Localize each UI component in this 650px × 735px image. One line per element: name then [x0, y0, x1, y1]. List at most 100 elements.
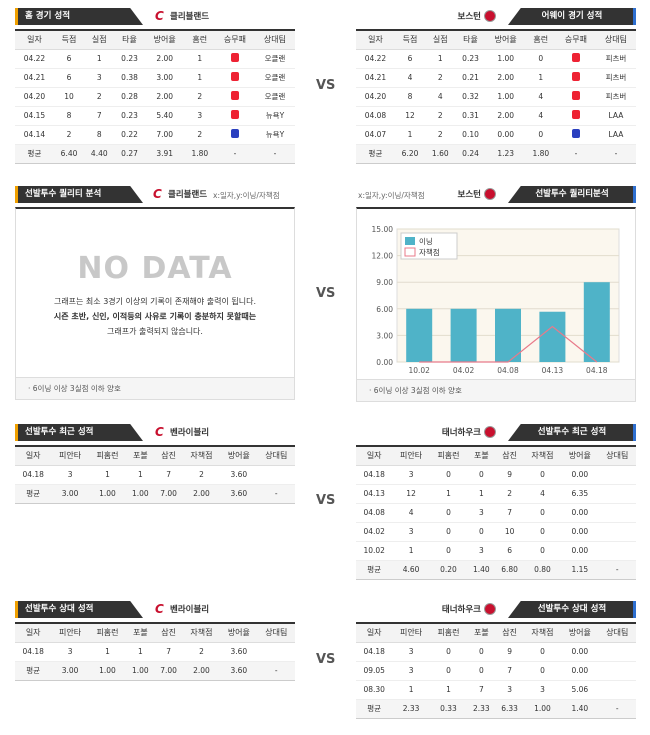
table-row: 04.18 3 0 0 9 0 0.00: [356, 465, 636, 485]
vs-left-table: 일자 피안타 피홈런 포볼 삼진 자책점 방어율 상대팀 04.18 3 1 1 7 2 3.60 평균 3.0…: [15, 622, 295, 681]
win-icon: [571, 110, 580, 119]
table-cell: 1: [429, 484, 468, 504]
table-cell: 2.00: [144, 87, 185, 107]
table-cell: 7.00: [154, 661, 183, 681]
column-header: 피안타: [51, 446, 89, 466]
pitcher-name: 태너하우크: [441, 605, 481, 615]
table-cell: 7: [495, 503, 524, 523]
cleveland-logo-icon: C: [155, 602, 164, 616]
pitcher-right-table: 일자 피안타 피홈런 포볼 삼진 자책점 방어율 상대팀 04.18 3 0 0 9 0 0.00 04.13…: [356, 445, 636, 580]
table-cell: 1.80: [184, 144, 215, 164]
column-header: 일자: [356, 446, 393, 466]
boston-logo-icon: [484, 603, 496, 615]
table-cell: 4: [425, 87, 456, 107]
table-cell: 평균: [15, 144, 54, 164]
table-cell: 1.60: [425, 144, 456, 164]
table-cell: 2: [84, 87, 115, 107]
table-cell: 0: [523, 503, 562, 523]
boston-logo-icon: [484, 10, 496, 22]
pitcher-label: C 벤라이블리: [155, 603, 209, 615]
table-cell: 04.20: [15, 87, 54, 107]
column-header: 상대팀: [598, 623, 636, 643]
table-cell: [598, 661, 636, 681]
table-cell: 1.80: [525, 144, 556, 164]
table-cell: 3: [51, 465, 89, 485]
table-cell: 4.60: [392, 560, 430, 580]
table-cell: 4: [394, 68, 426, 88]
table-cell: [257, 642, 295, 662]
table-cell: 1: [392, 541, 430, 561]
table-cell: 뉴욕Y: [254, 125, 295, 145]
table-cell: 9: [495, 642, 524, 662]
boston-logo-icon: [484, 426, 496, 438]
table-cell: 8: [84, 125, 115, 145]
panel-title: 홈 경기 성적: [15, 8, 143, 25]
table-cell: 1: [84, 49, 115, 69]
table-cell: 1.15: [561, 560, 599, 580]
line-series: [419, 325, 598, 363]
table-cell: 0: [429, 642, 468, 662]
column-header: 상대팀: [598, 446, 636, 466]
win-icon: [230, 72, 239, 81]
table-cell: 1.00: [88, 661, 127, 681]
table-cell: 1.00: [523, 699, 562, 719]
win-icon: [230, 53, 239, 62]
table-cell: 평균: [356, 560, 393, 580]
table-cell: 04.22: [15, 49, 54, 69]
result-cell: [555, 87, 596, 107]
loss-icon: [230, 129, 239, 138]
column-header: 삼진: [154, 446, 183, 466]
table-cell: 2: [425, 68, 456, 88]
quality-note: · 6이닝 이상 3실점 이하 양호: [357, 379, 635, 401]
table-cell: 3: [467, 503, 496, 523]
table-row: 09.05 3 0 0 7 0 0.00: [356, 661, 636, 681]
pitcher-label: C 벤라이블리: [155, 426, 209, 438]
table-cell: 오클랜: [254, 87, 295, 107]
pitcher-left-panel: 선발투수 최근 성적 C 벤라이블리 일자 피안타 피홈런 포볼 삼진 자책점 방어율 상대팀…: [15, 421, 295, 504]
table-cell: 6.80: [495, 560, 524, 580]
column-header: 삼진: [495, 446, 524, 466]
table-cell: 6: [394, 49, 426, 69]
table-cell: 오클랜: [254, 68, 295, 88]
table-cell: 3.60: [220, 484, 258, 504]
result-cell: [555, 49, 596, 69]
column-header: 일자: [356, 30, 395, 50]
table-cell: 7.00: [154, 484, 183, 504]
pitcher-right-panel: 태너하우크 선발투수 최근 성적 일자 피안타 피홈런 포볼 삼진 자책점 방어율 상대팀 04…: [356, 421, 636, 580]
table-cell: 3: [184, 106, 215, 126]
result-cell: [555, 68, 596, 88]
table-cell: 04.18: [356, 465, 393, 485]
legend-swatch: [405, 237, 415, 245]
cleveland-logo-icon: C: [155, 425, 164, 439]
x-tick-label: 10.02: [408, 366, 430, 375]
table-cell: 04.08: [356, 503, 393, 523]
table-cell: -: [555, 144, 596, 164]
table-cell: 3.60: [220, 661, 258, 681]
win-icon: [571, 91, 580, 100]
table-cell: 04.18: [15, 642, 52, 662]
panel-title: 선발투수 퀄리티분석: [508, 186, 636, 203]
table-cell: 피츠버: [595, 49, 636, 69]
table-cell: [598, 541, 636, 561]
column-header: 피홈런: [88, 623, 127, 643]
panel-title: 선발투수 최근 성적: [508, 424, 636, 441]
table-cell: 6: [53, 49, 85, 69]
win-icon: [230, 110, 239, 119]
column-header: 방어율: [144, 30, 185, 50]
column-header: 자책점: [182, 446, 221, 466]
column-header: 방어율: [561, 446, 599, 466]
x-tick-label: 04.02: [453, 366, 475, 375]
table-cell: 3: [392, 661, 430, 681]
table-cell: 1: [184, 49, 215, 69]
table-cell: -: [254, 144, 295, 164]
column-header: 상대팀: [254, 30, 295, 50]
table-cell: 10: [495, 522, 524, 542]
table-cell: 04.18: [15, 465, 52, 485]
table-cell: -: [598, 699, 636, 719]
panel-title: 선발투수 상대 성적: [508, 601, 636, 618]
table-cell: 0: [523, 522, 562, 542]
x-tick-label: 04.18: [586, 366, 608, 375]
table-cell: 0.21: [455, 68, 486, 88]
table-cell: 0: [525, 49, 556, 69]
table-cell: 0.31: [455, 106, 486, 126]
